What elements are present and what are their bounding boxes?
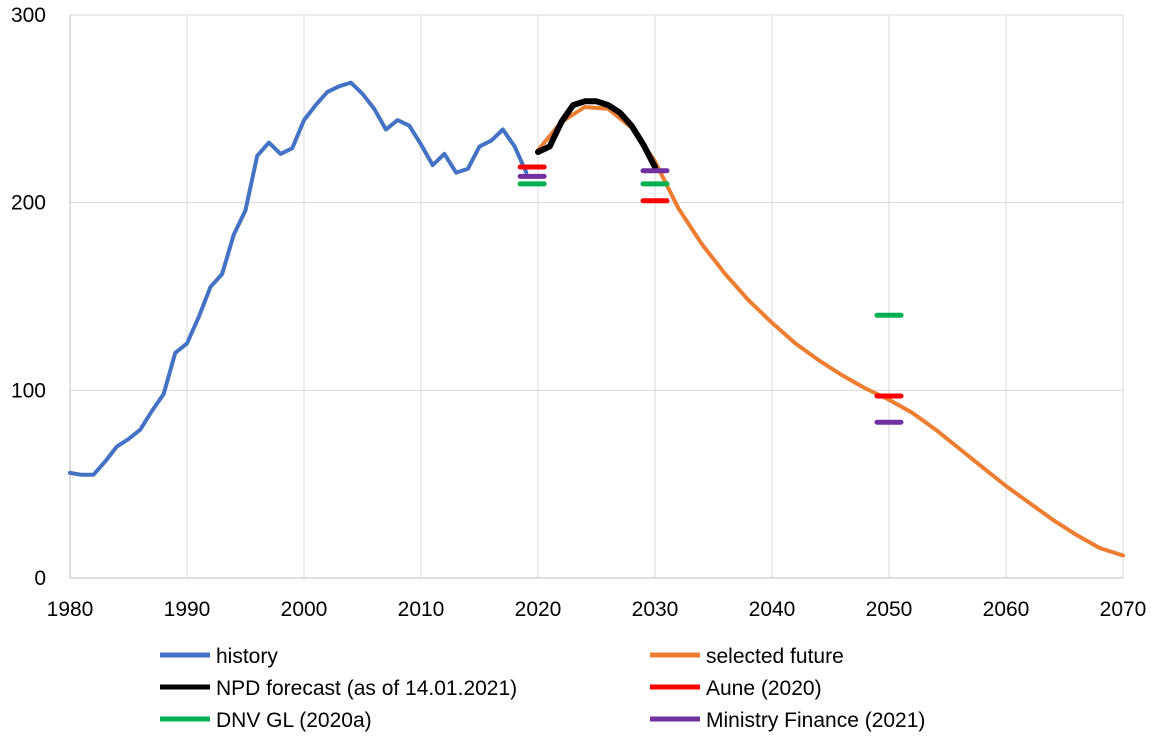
legend-label-selected-future: selected future <box>706 645 844 668</box>
legend-label-aune-2020: Aune (2020) <box>706 677 822 700</box>
x-tick-label: 2060 <box>983 598 1030 621</box>
x-tick-label: 2000 <box>281 598 328 621</box>
x-tick-label: 2010 <box>398 598 445 621</box>
legend-label-history: history <box>216 645 278 668</box>
x-tick-label: 1980 <box>47 598 94 621</box>
history-line <box>70 83 526 475</box>
x-tick-label: 2070 <box>1100 598 1147 621</box>
legend: history selected future NPD forecast (as o… <box>160 645 925 732</box>
y-tick-label: 200 <box>11 192 46 215</box>
y-tick-label: 0 <box>34 567 46 590</box>
selected-future-line <box>538 107 1123 556</box>
x-tick-label: 2030 <box>632 598 679 621</box>
x-tick-label: 2050 <box>866 598 913 621</box>
legend-label-dnv-gl-2020a: DNV GL (2020a) <box>216 709 372 732</box>
y-tick-label: 300 <box>11 4 46 27</box>
x-tick-label: 1990 <box>164 598 211 621</box>
tick-labels: 1980 1990 2000 2010 2020 2030 2040 2050 2060 2070… <box>11 4 1146 621</box>
legend-label-npd-forecast-as-of-14-01-2021: NPD forecast (as of 14.01.2021) <box>216 677 517 700</box>
npd-forecast-as-of-14-01-2021-line <box>538 101 655 167</box>
y-tick-label: 100 <box>11 379 46 402</box>
legend-label-ministry-finance-2021: Ministry Finance (2021) <box>706 709 925 732</box>
x-tick-label: 2020 <box>515 598 562 621</box>
plot-area <box>70 83 1123 556</box>
x-tick-label: 2040 <box>749 598 796 621</box>
